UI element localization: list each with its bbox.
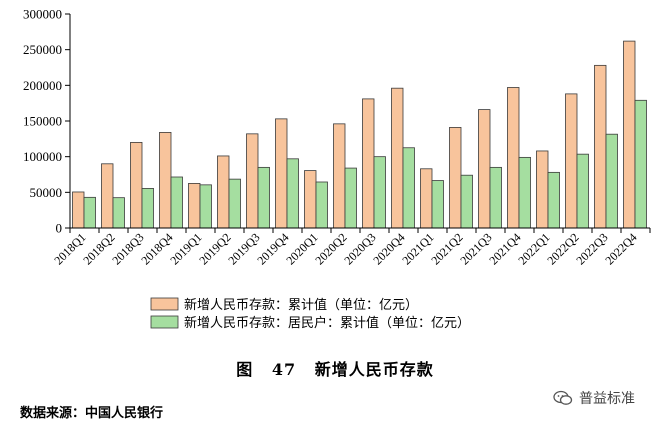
- bar-household-2020Q1: [315, 181, 328, 229]
- x-tick-label: 2018Q3: [109, 230, 146, 267]
- bar-total-2021Q3: [478, 109, 491, 229]
- legend-label: 新增人民币存款：居民户：累计值（单位：亿元）: [184, 315, 470, 331]
- bar-total-2019Q3: [246, 133, 259, 229]
- y-tick-label: 100000: [23, 149, 62, 164]
- source-note: 数据来源：中国人民银行: [20, 406, 164, 421]
- x-tick-label: 2018Q2: [80, 230, 117, 267]
- x-tick-label: 2020Q1: [283, 230, 320, 267]
- bar-total-2021Q4: [507, 87, 520, 229]
- figure-label: 图: [236, 360, 254, 379]
- legend-swatch: [150, 315, 179, 329]
- x-tick-label: 2020Q2: [312, 230, 349, 267]
- y-tick-label: 250000: [23, 42, 62, 57]
- bar-total-2018Q2: [101, 163, 114, 229]
- bar-total-2022Q3: [594, 64, 607, 229]
- bar-household-2021Q4: [518, 156, 531, 229]
- wechat-icon: [553, 390, 573, 405]
- x-tick-label: 2019Q1: [167, 230, 204, 267]
- x-tick-label: 2020Q3: [341, 230, 378, 267]
- bar-household-2021Q1: [431, 180, 444, 229]
- bar-household-2018Q3: [141, 188, 154, 229]
- x-tick-label: 2022Q2: [544, 230, 581, 267]
- figure-text: 新增人民币存款: [314, 360, 434, 379]
- y-axis: 0 50000 100000 150000 200000 250000 300000: [23, 7, 71, 236]
- x-tick-label: 2021Q1: [399, 230, 436, 267]
- legend: 新增人民币存款：累计值（单位：亿元） 新增人民币存款：居民户：累计值（单位：亿元）: [150, 297, 470, 331]
- x-tick-label: 2018Q4: [138, 230, 175, 267]
- x-tick-label: 2019Q2: [196, 230, 233, 267]
- bar-household-2020Q4: [402, 147, 415, 229]
- bar-total-2022Q1: [536, 150, 549, 229]
- bar-chart: 0 50000 100000 150000 200000 250000 300000 201…: [23, 7, 651, 331]
- x-tick-label: 2021Q3: [457, 230, 494, 267]
- x-tick-label: 2020Q4: [370, 230, 407, 267]
- bar-household-2020Q3: [373, 156, 386, 229]
- bar-total-2021Q2: [449, 127, 462, 229]
- x-tick-label: 2022Q1: [515, 230, 552, 267]
- bar-household-2018Q2: [112, 197, 125, 229]
- bar-household-2022Q4: [634, 99, 647, 229]
- x-axis: 2018Q12018Q22018Q32018Q42019Q12019Q22019…: [51, 227, 651, 267]
- figure-title: 图 47 新增人民币存款: [0, 356, 670, 380]
- bar-household-2019Q3: [257, 166, 270, 229]
- bar-household-2020Q2: [344, 167, 357, 229]
- y-tick-label: 0: [56, 221, 63, 236]
- watermark-text: 普益标准: [579, 391, 635, 407]
- bar-total-2020Q4: [391, 87, 404, 229]
- bar-total-2018Q1: [72, 191, 85, 229]
- bar-total-2022Q2: [565, 93, 578, 229]
- bar-total-2019Q1: [188, 183, 201, 229]
- x-tick-label: 2019Q3: [225, 230, 262, 267]
- bar-household-2022Q1: [547, 171, 560, 229]
- bar-household-2019Q1: [199, 184, 212, 229]
- bars: [72, 40, 647, 229]
- bar-total-2018Q4: [159, 132, 172, 229]
- bar-total-2020Q2: [333, 123, 346, 229]
- y-tick-label: 150000: [23, 114, 62, 129]
- figure-number: 47: [271, 360, 297, 379]
- bar-household-2018Q4: [170, 176, 183, 229]
- bar-total-2018Q3: [130, 141, 143, 229]
- bar-household-2018Q1: [83, 196, 96, 229]
- x-tick-label: 2022Q3: [573, 230, 610, 267]
- x-tick-label: 2021Q2: [428, 230, 465, 267]
- bar-household-2021Q2: [460, 174, 473, 229]
- x-tick-label: 2021Q4: [486, 230, 523, 267]
- y-tick-label: 300000: [23, 7, 62, 22]
- bar-total-2022Q4: [623, 40, 636, 229]
- legend-swatch: [150, 297, 179, 311]
- y-tick-label: 200000: [23, 78, 62, 93]
- watermark: 普益标准: [553, 388, 635, 408]
- bar-household-2019Q2: [228, 178, 241, 229]
- y-tick-label: 50000: [30, 185, 63, 200]
- x-tick-label: 2018Q1: [51, 230, 88, 267]
- x-tick-label: 2022Q4: [602, 230, 639, 267]
- x-tick-label: 2019Q4: [254, 230, 291, 267]
- bar-household-2022Q2: [576, 153, 589, 229]
- bar-total-2020Q1: [304, 170, 317, 229]
- bar-total-2021Q1: [420, 168, 433, 229]
- bar-total-2019Q2: [217, 155, 230, 229]
- bar-household-2019Q4: [286, 158, 299, 229]
- bar-household-2022Q3: [605, 133, 618, 229]
- bar-total-2019Q4: [275, 118, 288, 229]
- legend-label: 新增人民币存款：累计值（单位：亿元）: [184, 297, 418, 313]
- bar-total-2020Q3: [362, 98, 375, 229]
- bar-household-2021Q3: [489, 166, 502, 229]
